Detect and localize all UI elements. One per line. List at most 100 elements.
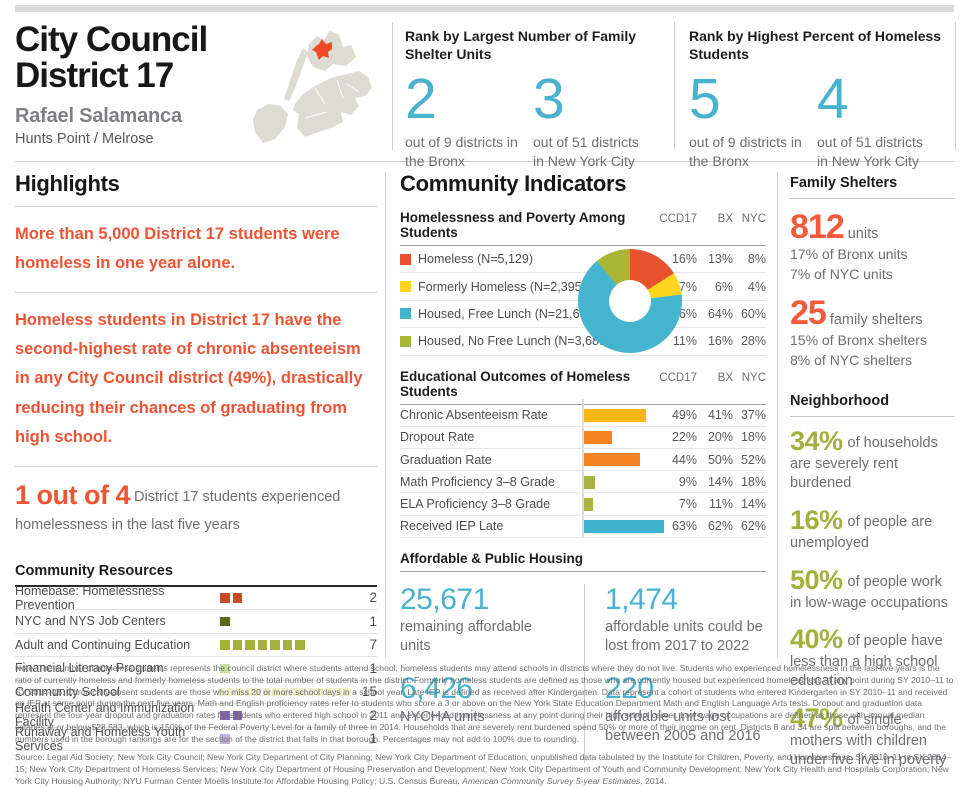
- column-headers: CCD17 BX NYC: [655, 213, 766, 225]
- resource-count: 1: [369, 613, 377, 629]
- rank-caption: out of 9 districts in the Bronx: [405, 134, 518, 170]
- resource-unit-squares: [220, 640, 351, 650]
- legend-swatch: [400, 308, 411, 320]
- value-nyc: 4%: [747, 279, 766, 294]
- community-resources: Community Resources Homebase: Homelessne…: [15, 563, 377, 753]
- resource-unit-square: [232, 593, 242, 603]
- education-row: Math Proficiency 3–8 Grade 9% 14% 18%: [400, 471, 766, 494]
- shelter-stat-line: 25 family shelters: [790, 296, 955, 330]
- resource-unit-squares: [220, 593, 351, 603]
- resource-unit-square: [262, 688, 271, 696]
- resource-unit-square: [334, 688, 343, 696]
- value-ccd17: 7%: [678, 496, 697, 511]
- value-nyc: 14%: [740, 496, 766, 511]
- resource-unit-square: [289, 688, 298, 696]
- housing-stat: 220 affordable units lost between 2005 a…: [605, 673, 766, 746]
- district-17-highlight: [312, 39, 332, 60]
- education-table-title: Educational Outcomes of Homeless Student…: [400, 368, 631, 399]
- value-nyc: 52%: [740, 452, 766, 467]
- resource-label: Runaway and Homeless Youth Services: [15, 724, 186, 753]
- poverty-donut-wrap: [578, 249, 682, 353]
- rank-heading: Rank by Highest Percent of Homeless Stud…: [689, 28, 942, 63]
- rank-item: 5 out of 9 districts in the Bronx: [689, 66, 817, 172]
- resource-unit-square: [220, 593, 230, 603]
- value-nyc: 60%: [740, 306, 766, 321]
- resource-unit-square: [270, 640, 280, 650]
- housing-col-right: 1,474 affordable units could be lost fro…: [584, 584, 766, 764]
- neighborhood-stat: 47% of single mothers with children under…: [790, 704, 955, 770]
- family-shelters-title: Family Shelters: [790, 175, 955, 199]
- value-bx: 13%: [707, 252, 733, 267]
- resource-row: Community School 15: [15, 681, 377, 705]
- neighborhood-names: Hunts Point / Melrose: [15, 130, 154, 147]
- education-row-label: Chronic Absenteeism Rate: [400, 408, 548, 423]
- poverty-row: Housed, No Free Lunch (N=3,689) 11% 16% 28…: [400, 328, 766, 356]
- resource-label: Financial Literacy Program: [15, 661, 164, 676]
- education-row: Chronic Absenteeism Rate 49% 41% 37%: [400, 405, 766, 427]
- page-title-line1: City Council: [15, 20, 208, 59]
- neighborhood-stat-text: of people are unemployed: [790, 513, 933, 551]
- legend-swatch: [400, 281, 411, 293]
- housing-stat-label: remaining affordable units: [400, 619, 532, 655]
- bar-dropout-rate: [584, 431, 612, 445]
- housing-stat: 25,671 remaining affordable units: [400, 584, 584, 657]
- neighborhood-stat-text: of households are severely rent burdened: [790, 435, 938, 492]
- donut-hole: [609, 280, 651, 322]
- resource-count: 1: [369, 660, 377, 676]
- resource-unit-square: [282, 640, 292, 650]
- resource-unit-squares: [220, 710, 351, 721]
- resource-unit-square: [220, 616, 230, 627]
- value-bx: 50%: [707, 452, 733, 467]
- column-divider-right: [777, 172, 778, 658]
- value-ccd17: 44%: [671, 452, 697, 467]
- resource-unit-square: [244, 688, 253, 696]
- resource-label: NYC and NYS Job Centers: [15, 614, 166, 629]
- value-nyc: 8%: [747, 252, 766, 267]
- value-ccd17: 11%: [672, 334, 697, 349]
- neighborhood-stat-value: 40%: [790, 624, 843, 655]
- resource-row: NYC and NYS Job Centers 1: [15, 610, 377, 634]
- neighborhood-stat-value: 50%: [790, 564, 843, 595]
- bar-chart-baseline: [582, 398, 584, 538]
- bar-graduation-rate: [584, 453, 640, 467]
- rank-value: 5: [689, 66, 721, 131]
- shelter-stat: 25 family shelters 15% of Bronx shelters …: [790, 296, 955, 371]
- value-bx: 14%: [707, 474, 733, 489]
- housing-stat: 1,474 affordable units could be lost fro…: [605, 584, 766, 657]
- education-row-label: Graduation Rate: [400, 452, 492, 467]
- housing-stat: 6,426 NYCHA units: [400, 673, 584, 727]
- value-bx: 11%: [708, 496, 733, 511]
- stat-value: 1 out of 4: [15, 479, 131, 510]
- resource-unit-square: [235, 688, 244, 696]
- divider: [15, 206, 377, 207]
- housing-section-header: Affordable & Public Housing: [400, 551, 766, 572]
- neighborhood-stat-value: 34%: [790, 426, 843, 457]
- bar-received-iep-late: [584, 520, 664, 533]
- education-bar-chart: Chronic Absenteeism Rate 49% 41% 37% Dropo…: [400, 398, 766, 538]
- resource-unit-square: [245, 640, 255, 650]
- resource-unit-square: [232, 710, 242, 721]
- source-italic-text: American Community Survey 5-year Estimat…: [462, 775, 641, 786]
- resource-unit-square: [295, 640, 305, 650]
- col-header-ccd17: CCD17: [659, 371, 697, 384]
- shelter-stat-value: 25: [790, 293, 827, 332]
- rank-value: 2: [405, 66, 437, 131]
- shelter-stat-detail: 17% of Bronx units: [790, 246, 908, 262]
- education-row-label: Math Proficiency 3–8 Grade: [400, 474, 555, 489]
- col-header-bx: BX: [717, 371, 733, 384]
- shelter-stat-detail: 7% of NYC units: [790, 266, 893, 283]
- poverty-table: Homeless (N=5,129) 16% 13% 8% Formerly Hom…: [400, 246, 766, 356]
- footer: Note: The number of homeless students re…: [15, 663, 956, 788]
- shelter-stat-line: 812 units: [790, 210, 955, 244]
- housing-stat-label: affordable units lost between 2005 and 2…: [605, 708, 761, 745]
- resource-row: Financial Literacy Program 1: [15, 657, 377, 681]
- shelter-stat-unit: units: [847, 226, 879, 242]
- education-table-header: Educational Outcomes of Homeless Student…: [400, 369, 766, 405]
- col-header-ccd17: CCD17: [659, 213, 697, 225]
- neighborhood-stat: 34% of households are severely rent burde…: [790, 428, 955, 493]
- rank-caption: out of 51 districts in New York City: [533, 134, 639, 170]
- resource-label: Community School: [15, 684, 120, 699]
- value-bx: 16%: [707, 334, 733, 349]
- resource-unit-square: [220, 663, 230, 674]
- neighborhood-stat: 50% of people work in low-wage occupation…: [790, 564, 955, 613]
